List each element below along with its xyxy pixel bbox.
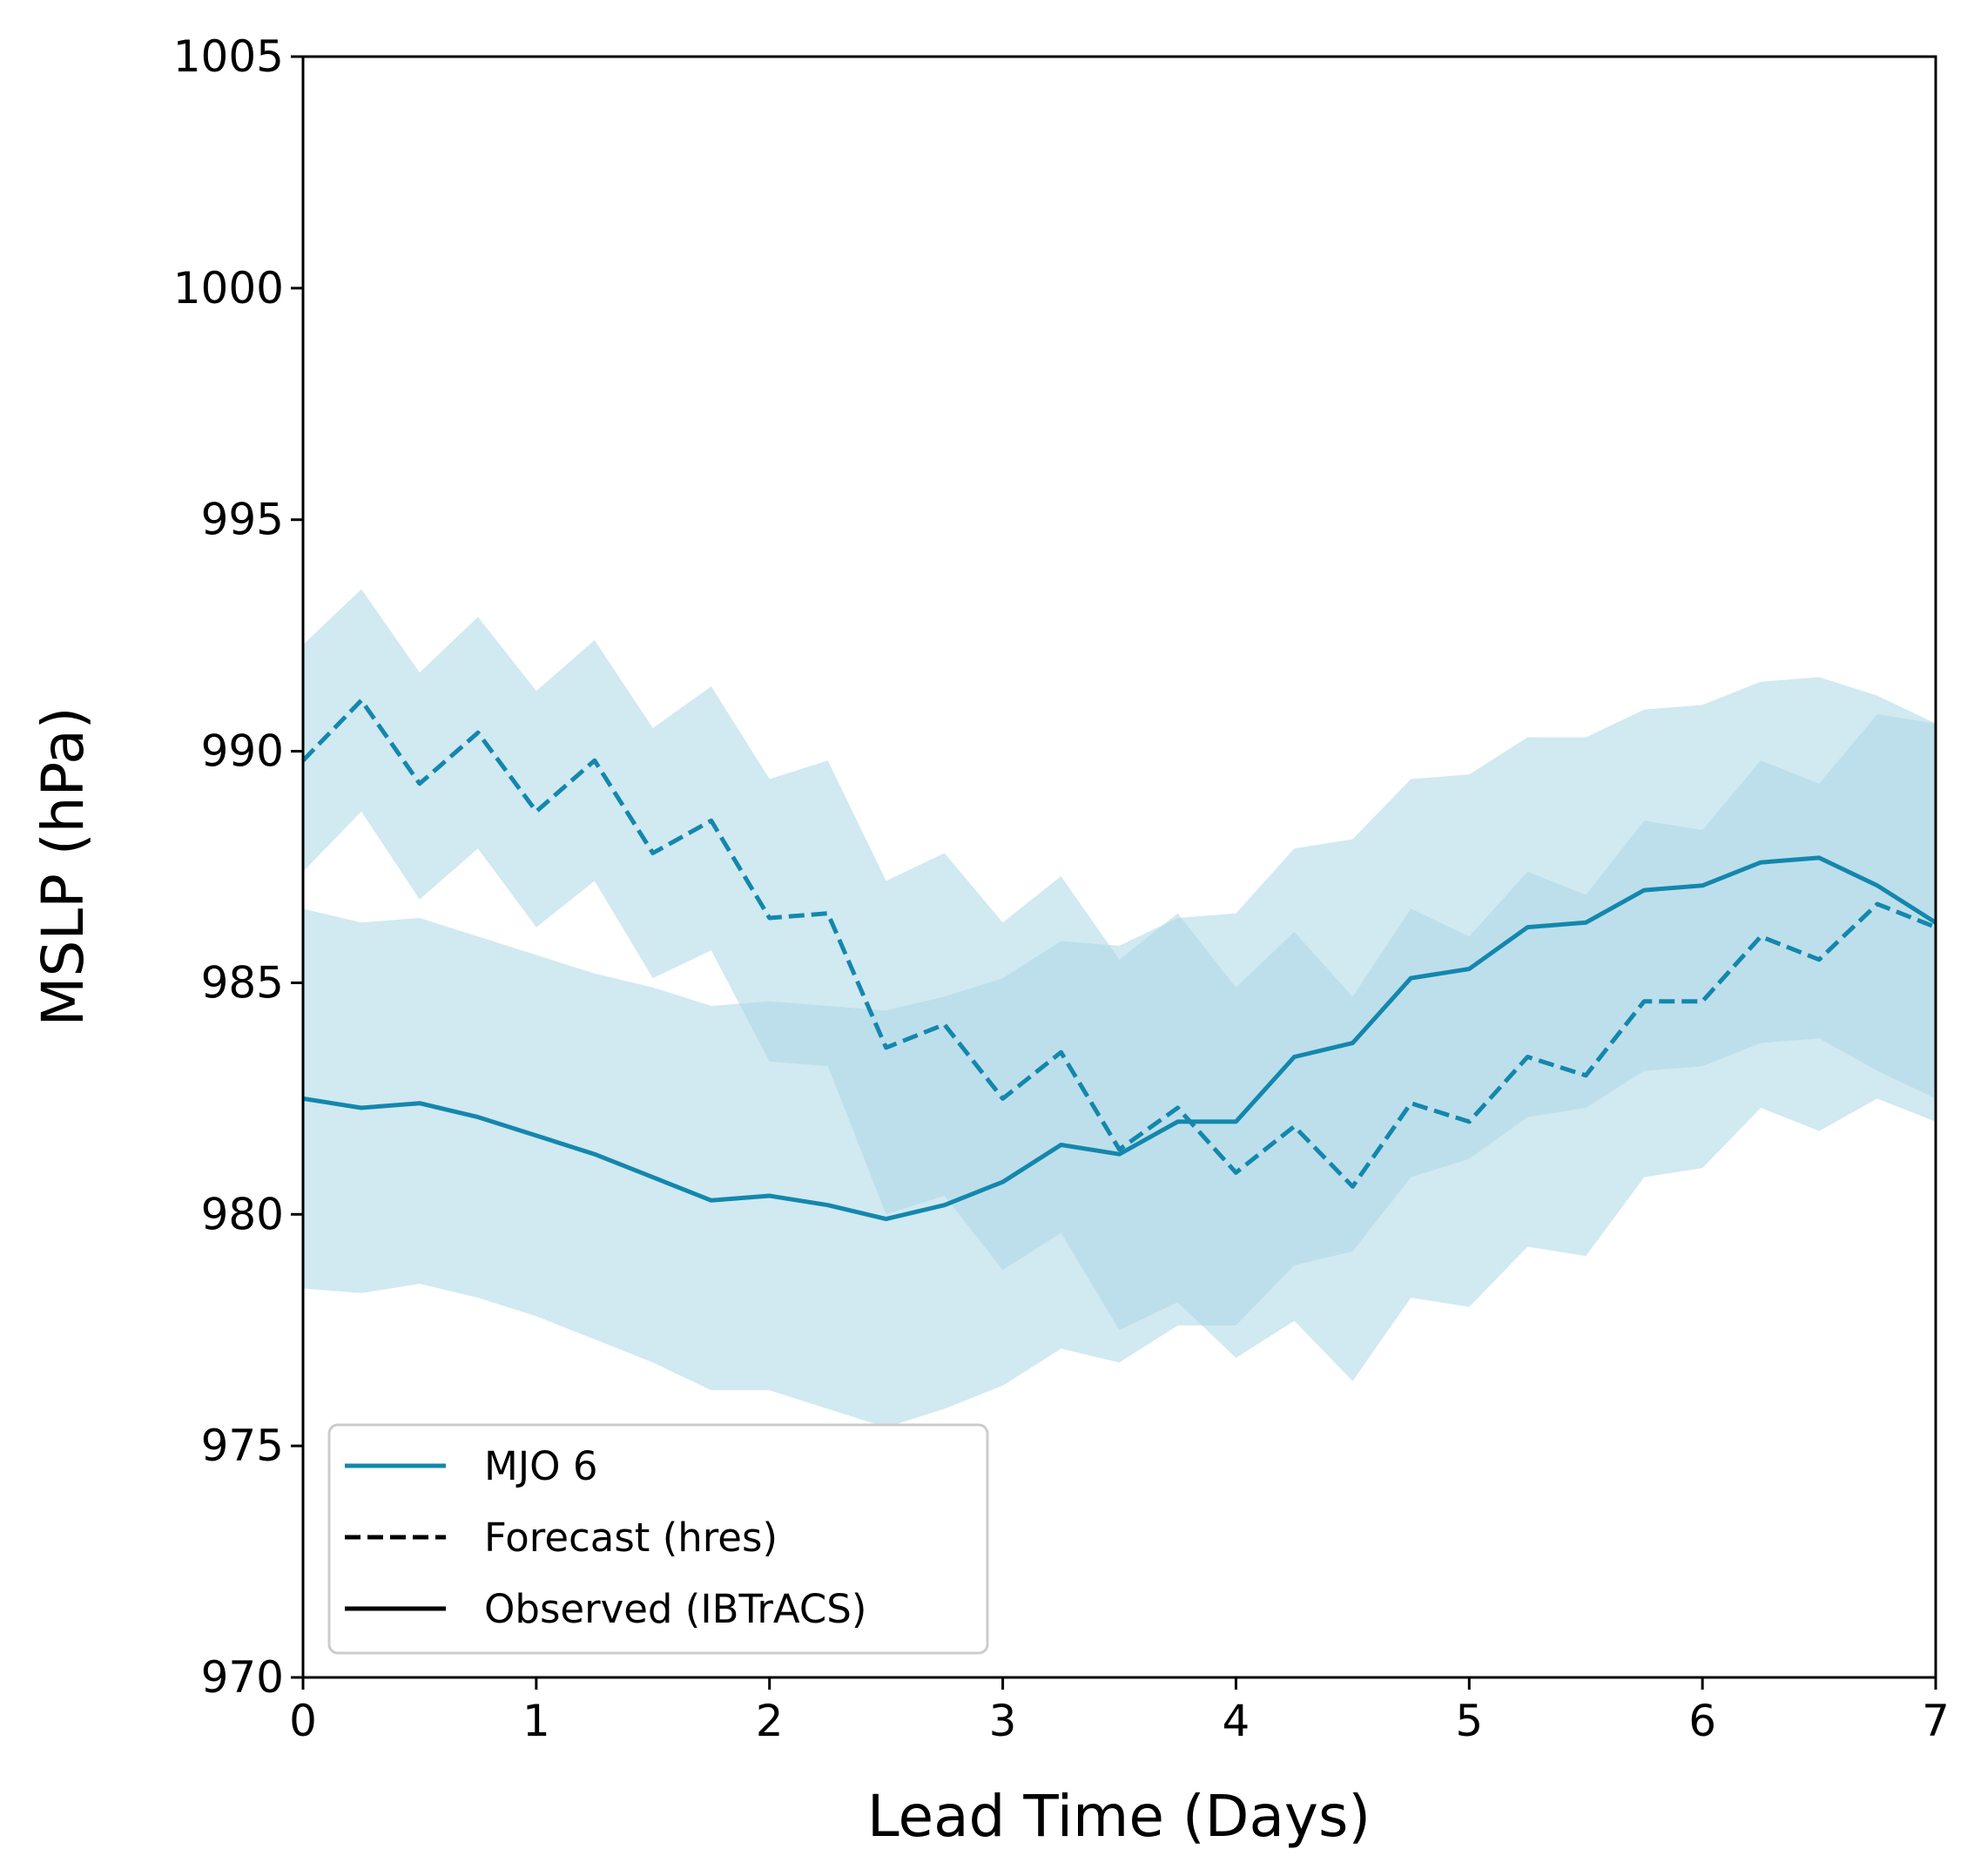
y-tick-label: 970 [201,1652,284,1703]
band-observed [303,677,1936,1427]
y-tick-label: 985 [201,957,284,1008]
uncertainty-bands [303,589,1936,1427]
legend-label: MJO 6 [484,1443,597,1489]
legend-label: Observed (IBTrACS) [484,1586,866,1632]
x-tick-label: 6 [1688,1696,1716,1746]
plot-area-frame [301,55,1937,1679]
axis-ticks [291,55,1937,1690]
axis-tick-labels: 0 1 2 3 4 5 6 7 970 975 980 985 990 995 1000 1005 [173,31,1950,1746]
legend-box [327,1423,989,1655]
x-tick-label: 4 [1223,1696,1250,1746]
y-axis-label: MSLP (hPa) [30,707,97,1027]
y-tick-label: 990 [201,726,284,777]
y-tick-label: 995 [201,495,284,545]
y-tick-label: 1000 [173,263,284,314]
line-forecast [301,698,1937,1189]
x-tick-label: 2 [756,1696,784,1746]
line-observed [302,855,1937,1222]
x-tick-label: 5 [1455,1696,1483,1746]
series-lines [301,698,1937,1222]
x-axis-label: Lead Time (Days) [867,1783,1371,1850]
x-tick-label: 0 [289,1696,317,1746]
legend-label: Forecast (hres) [484,1515,778,1561]
x-tick-label: 7 [1922,1696,1950,1746]
y-tick-label: 1005 [173,31,284,82]
y-tick-label: 980 [201,1189,284,1239]
y-tick-label: 975 [201,1420,284,1471]
x-tick-label: 1 [522,1696,550,1746]
legend: MJO 6 Forecast (hres) Observed (IBTrACS) [327,1423,989,1655]
x-tick-label: 3 [989,1696,1017,1746]
